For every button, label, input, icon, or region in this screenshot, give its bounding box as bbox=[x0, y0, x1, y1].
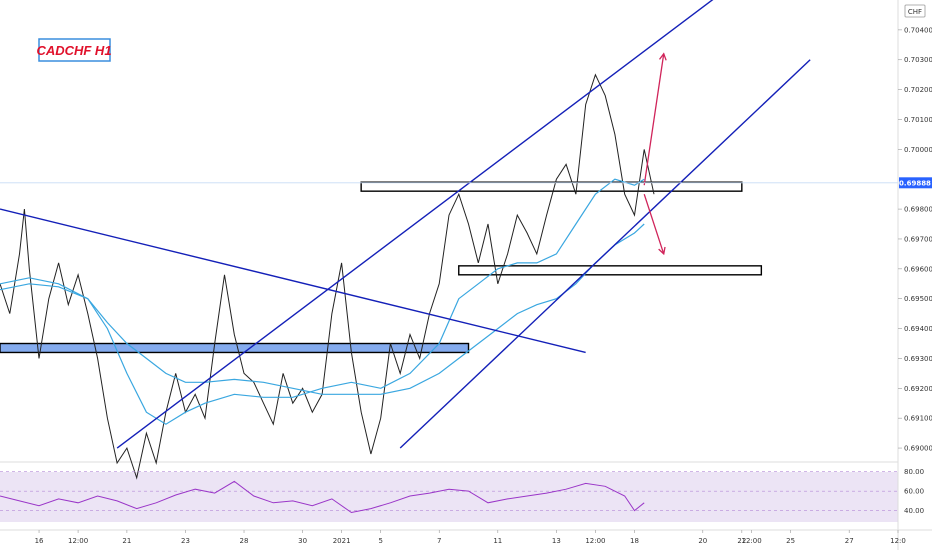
zone-rect bbox=[360, 181, 743, 192]
time-axis: 16 12:00 21 23 28 30 2021 5 7 11 13 12:00 18 20 2212:0… bbox=[35, 530, 906, 545]
support-resistance-zones bbox=[0, 181, 763, 354]
x-tick-label: 30 bbox=[298, 537, 307, 545]
price-axis: 0.70400 0.70300 0.70200 0.70100 0.70000 0.698… bbox=[898, 26, 932, 453]
x-tick-label: 13 bbox=[552, 537, 561, 545]
rsi-band bbox=[0, 472, 898, 522]
y-tick-label: 0.70100 bbox=[904, 116, 932, 124]
x-tick-label: 16 bbox=[35, 537, 44, 545]
y-tick-label: 0.70200 bbox=[904, 86, 932, 94]
rsi-line bbox=[0, 480, 645, 514]
zone-rect bbox=[0, 342, 470, 354]
rsi-level-label: 60.00 bbox=[904, 488, 924, 496]
x-tick-label: 21 bbox=[122, 537, 131, 545]
chart-title: CADCHF H1 bbox=[36, 38, 112, 62]
y-tick-label: 0.70000 bbox=[904, 146, 932, 154]
rsi-level-label: 40.00 bbox=[904, 507, 924, 515]
x-tick-label: 28 bbox=[240, 537, 249, 545]
x-tick-label: 12:00 bbox=[68, 537, 88, 545]
projection-arrow-0 bbox=[643, 53, 665, 186]
trend-line-2 bbox=[399, 59, 811, 449]
price-pane bbox=[0, 0, 898, 460]
x-tick-label: 12:0 bbox=[890, 537, 906, 545]
y-tick-label: 0.69400 bbox=[904, 325, 932, 333]
y-tick-label: 0.69100 bbox=[904, 415, 932, 423]
x-tick-label: 12:00 bbox=[585, 537, 605, 545]
y-tick-label: 0.70300 bbox=[904, 56, 932, 64]
y-tick-label: 0.69500 bbox=[904, 295, 932, 303]
y-tick-label: 0.70400 bbox=[904, 26, 932, 34]
chart-title-text: CADCHF H1 bbox=[36, 43, 111, 58]
currency-badge[interactable]: CHF bbox=[904, 4, 926, 18]
x-tick-label: 12:00 bbox=[741, 537, 761, 545]
x-tick-label: 22 bbox=[737, 537, 746, 545]
x-tick-label: 25 bbox=[786, 537, 795, 545]
y-tick-label: 0.69000 bbox=[904, 445, 932, 453]
trend-lines bbox=[0, 0, 811, 449]
currency-label: CHF bbox=[908, 8, 922, 16]
projection-arrowhead-1 bbox=[658, 246, 666, 256]
projection-arrows bbox=[643, 52, 667, 256]
current-price-label: 0.69888 bbox=[899, 179, 931, 187]
x-tick-label: 5 bbox=[378, 537, 382, 545]
projection-arrowhead-0 bbox=[658, 52, 667, 61]
x-tick-label: 23 bbox=[181, 537, 190, 545]
y-tick-label: 0.69300 bbox=[904, 355, 932, 363]
y-tick-label: 0.69600 bbox=[904, 265, 932, 273]
trend-line-0 bbox=[0, 208, 586, 354]
y-tick-label: 0.69800 bbox=[904, 206, 932, 214]
series-line-1 bbox=[0, 178, 645, 425]
x-tick-label: 7 bbox=[437, 537, 441, 545]
projection-arrow-1 bbox=[643, 193, 665, 255]
zone-rect bbox=[458, 265, 763, 276]
y-tick-label: 0.69200 bbox=[904, 385, 932, 393]
x-tick-label: 20 bbox=[698, 537, 707, 545]
x-tick-label: 2021 bbox=[333, 537, 351, 545]
y-tick-label: 0.69700 bbox=[904, 235, 932, 243]
trend-line-1 bbox=[116, 0, 714, 449]
x-tick-label: 11 bbox=[493, 537, 502, 545]
x-tick-label: 18 bbox=[630, 537, 639, 545]
current-price-marker: 0.69888 bbox=[0, 177, 932, 189]
x-tick-label: 27 bbox=[845, 537, 854, 545]
rsi-level-label: 80.00 bbox=[904, 468, 924, 476]
rsi-indicator: 80.00 60.00 40.00 bbox=[0, 468, 924, 515]
